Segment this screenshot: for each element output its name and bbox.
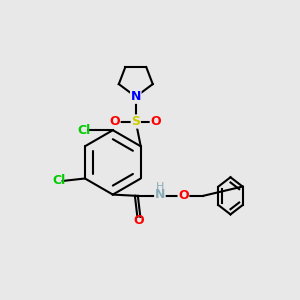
Text: N: N (155, 188, 165, 201)
Text: O: O (150, 115, 161, 128)
Text: O: O (110, 115, 120, 128)
Text: Cl: Cl (52, 175, 66, 188)
Text: O: O (134, 214, 144, 227)
Text: O: O (178, 189, 189, 202)
Text: Cl: Cl (78, 124, 91, 137)
Text: N: N (130, 90, 141, 103)
Text: H: H (156, 182, 164, 192)
Text: S: S (131, 115, 140, 128)
